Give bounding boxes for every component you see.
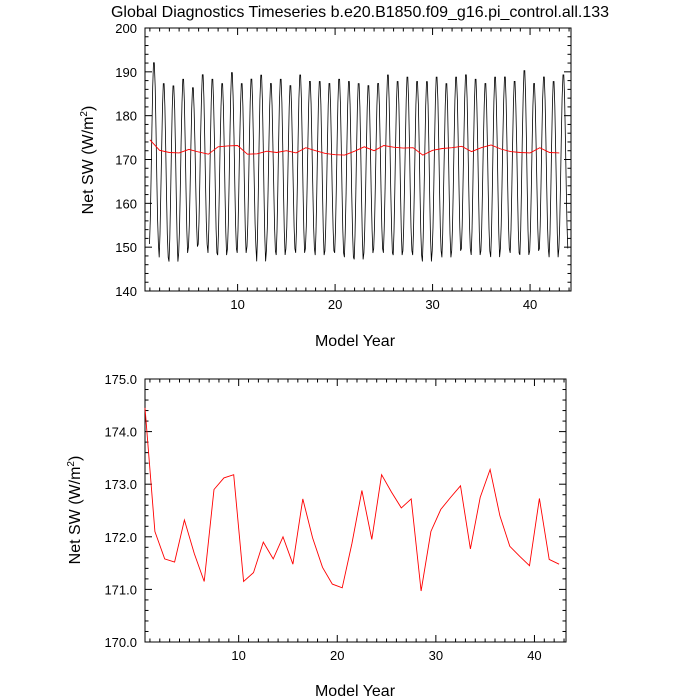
x-axis-label: Model Year <box>315 683 396 700</box>
y-axis-label-superscript: 2 <box>66 461 77 467</box>
axis-ticks <box>145 27 571 292</box>
y-tick-label: 174.0 <box>104 425 137 440</box>
x-tick-labels: 10 20 30 40 <box>231 648 541 663</box>
x-axis-label: Model Year <box>315 333 396 350</box>
y-tick-label: 200 <box>115 21 137 36</box>
y-axis-label: Net SW (W/m2) <box>79 106 97 215</box>
y-tick-label: 170.0 <box>104 635 137 650</box>
y-tick-labels: 140 150 160 170 180 190 200 <box>115 21 137 299</box>
y-axis-label-main: Net SW (W/m <box>80 117 97 215</box>
y-tick-label: 160 <box>115 196 137 211</box>
y-axis-label-close: ) <box>80 106 97 111</box>
y-tick-label: 173.0 <box>104 477 137 492</box>
annual-mean-series-line <box>144 407 560 592</box>
plot-frame <box>144 378 567 643</box>
y-axis-label: Net SW (W/m2) <box>66 456 84 565</box>
monthly-series-line <box>149 62 569 262</box>
y-axis-label-superscript: 2 <box>79 111 90 117</box>
x-tick-label: 20 <box>330 648 344 663</box>
data-series <box>144 407 560 592</box>
y-tick-label: 180 <box>115 109 137 124</box>
axis-ticks <box>145 378 566 643</box>
annual-mean-series-line <box>149 139 560 156</box>
y-tick-label: 150 <box>115 240 137 255</box>
y-axis-label-main: Net SW (W/m <box>67 467 84 565</box>
y-tick-label: 170 <box>115 153 137 168</box>
x-tick-label: 40 <box>527 648 541 663</box>
timeseries-panel-annual: 10 20 30 40 170.0171.0172.0173.0174.0175.0 … <box>66 372 567 700</box>
figure-title: Global Diagnostics Timeseries b.e20.B185… <box>111 4 609 21</box>
y-tick-label: 190 <box>115 65 137 80</box>
x-tick-label: 40 <box>523 297 537 312</box>
y-tick-labels: 170.0 171.0 172.0 173.0 174.0 175.0 <box>104 372 137 650</box>
y-tick-label: 140 <box>115 284 137 299</box>
y-tick-label: 172.0 <box>104 530 137 545</box>
timeseries-panel-monthly: 10 20 30 40 140 150 160 170 180 190 200 Model Yea… <box>79 21 572 350</box>
data-series <box>149 62 569 262</box>
x-tick-label: 10 <box>230 297 244 312</box>
x-tick-label: 30 <box>429 648 443 663</box>
x-tick-label: 30 <box>425 297 439 312</box>
y-tick-label: 171.0 <box>104 582 137 597</box>
y-tick-label: 175.0 <box>104 372 137 387</box>
x-tick-label: 20 <box>328 297 342 312</box>
x-tick-label: 10 <box>231 648 245 663</box>
x-tick-labels: 10 20 30 40 <box>230 297 537 312</box>
y-axis-label-close: ) <box>67 456 84 461</box>
